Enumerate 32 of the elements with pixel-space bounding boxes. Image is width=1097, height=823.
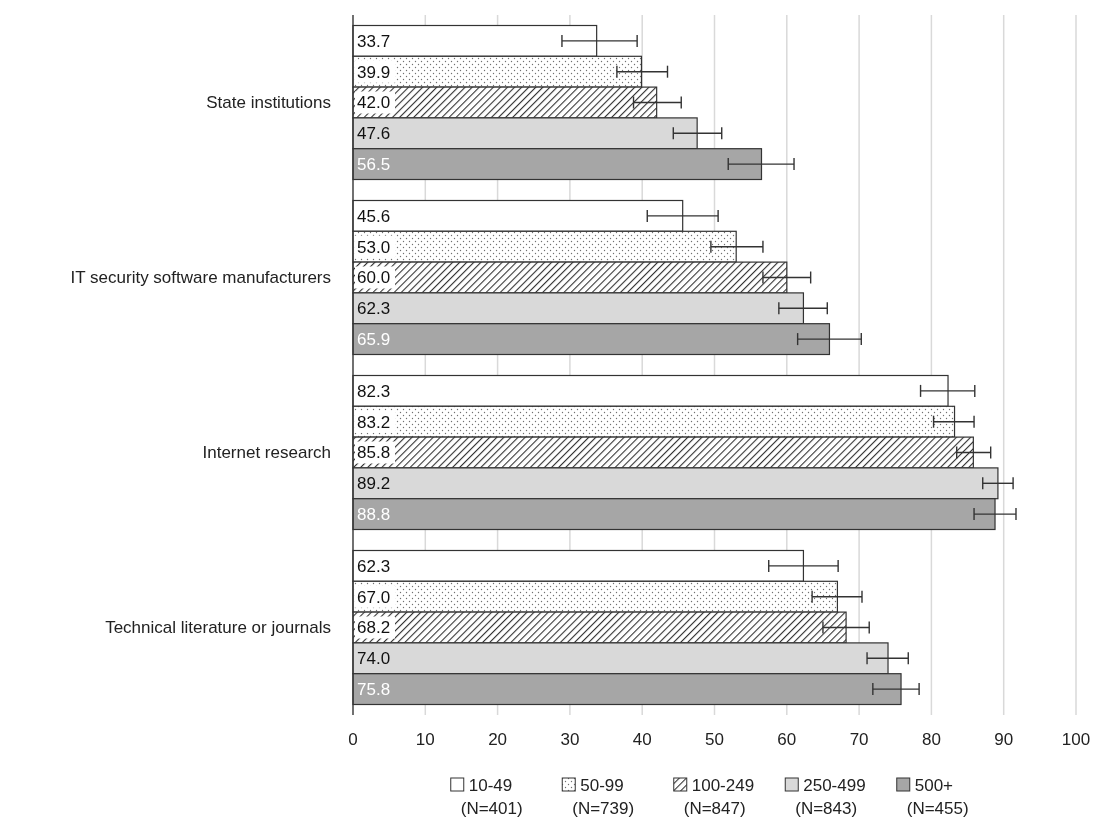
x-tick-label: 90 <box>994 730 1014 749</box>
x-tick-label: 50 <box>705 730 724 749</box>
x-tick-label: 60 <box>777 730 797 749</box>
legend-label: 250-499 (N=843) <box>795 775 866 818</box>
y-tick-label: IT security software manufacturers <box>70 268 331 288</box>
data-label: 62.3 <box>357 556 391 576</box>
x-tick-label: 10 <box>415 730 435 749</box>
x-tick-label: 70 <box>849 730 869 749</box>
x-tick-label: 30 <box>560 730 580 749</box>
data-label: 33.7 <box>357 31 391 51</box>
data-label: 89.2 <box>357 474 391 494</box>
x-tick-label: 0 <box>348 730 358 749</box>
data-label: 88.8 <box>357 505 391 525</box>
data-label: 62.3 <box>357 299 391 319</box>
legend-label: 100-249 (N=847) <box>683 775 755 818</box>
legend-label: 10-49 (N=401) <box>460 775 523 818</box>
y-tick-label: Technical literature or journals <box>105 618 331 638</box>
y-tick-label: State institutions <box>206 93 331 113</box>
data-label: 75.8 <box>357 680 391 700</box>
x-tick-label: 20 <box>488 730 508 749</box>
x-tick-label: 40 <box>632 730 652 749</box>
data-label: 65.9 <box>357 330 391 350</box>
data-label: 82.3 <box>357 381 391 401</box>
x-tick-label: 80 <box>921 730 941 749</box>
legend-label: 500+ (N=455) <box>906 775 969 818</box>
data-label: 56.5 <box>357 155 391 175</box>
data-label: 45.6 <box>357 206 391 226</box>
legend-label: 50-99 (N=739) <box>572 775 635 818</box>
y-tick-label: Internet research <box>202 443 331 463</box>
x-tick-label: 100 <box>1061 730 1091 749</box>
data-label: 47.6 <box>357 124 391 144</box>
data-label: 74.0 <box>357 649 391 669</box>
